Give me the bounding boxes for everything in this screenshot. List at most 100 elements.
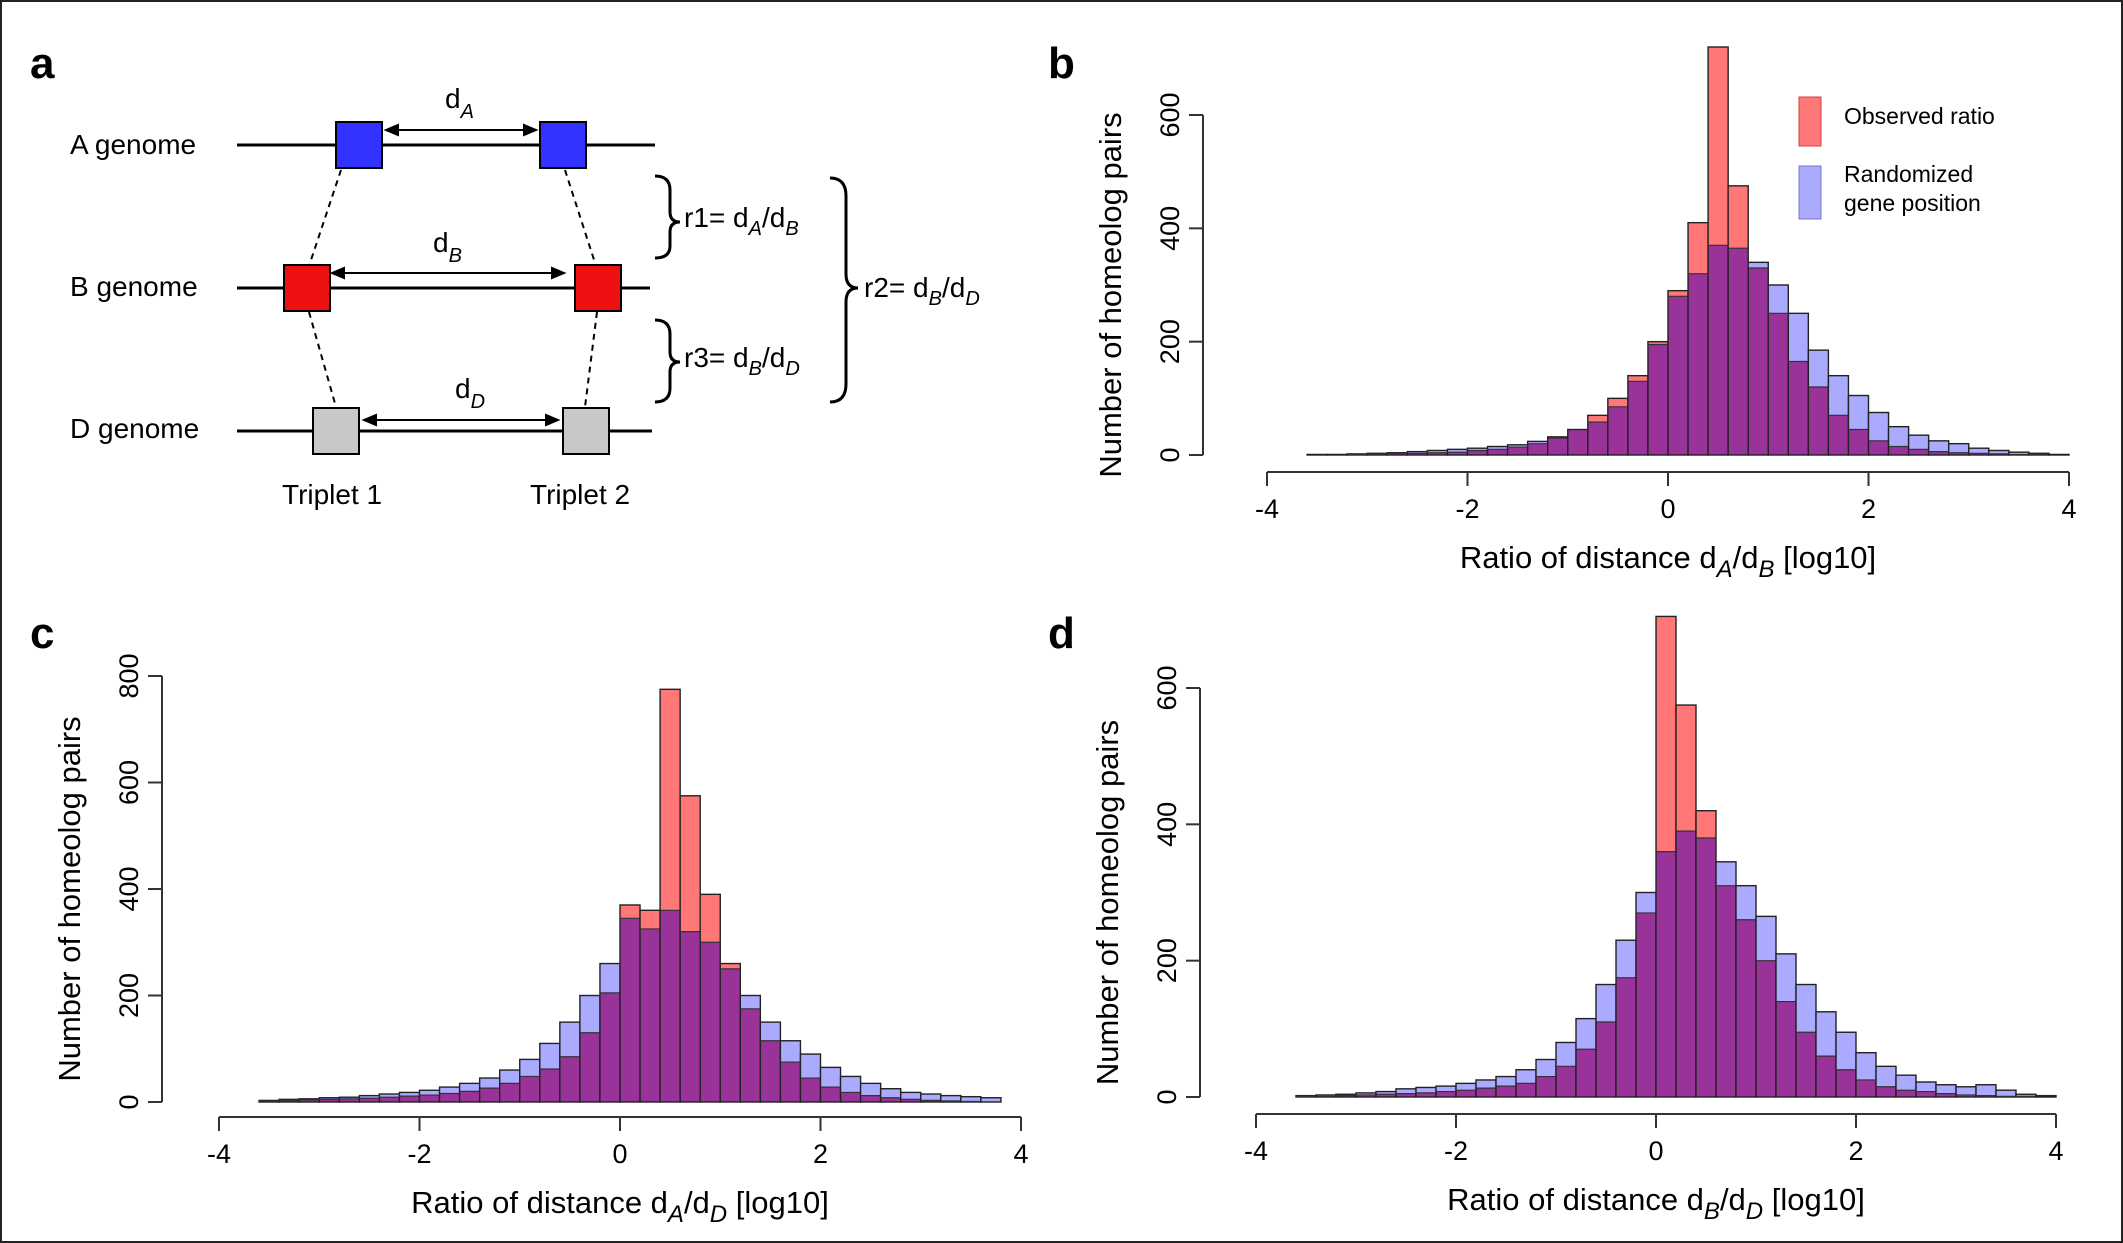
connector-right-ab — [564, 169, 597, 267]
bar-randomized-excess — [920, 1094, 941, 1101]
gene-box-a-1 — [335, 121, 383, 169]
bar-overlap — [1788, 361, 1809, 455]
bar-overlap — [1776, 1001, 1796, 1097]
bar-overlap — [1556, 1066, 1576, 1097]
brace-r1 — [654, 174, 681, 260]
bar-randomized-excess — [1828, 375, 1849, 416]
y-tick-label: 400 — [1155, 206, 1185, 251]
bar-overlap — [339, 1098, 360, 1102]
bar-overlap — [1587, 422, 1608, 455]
bar-overlap — [1447, 452, 1468, 455]
bar-randomized-excess — [1856, 1052, 1876, 1080]
x-axis: -4 -2 0 2 4 — [207, 1116, 1029, 1169]
bar-randomized-excess — [1556, 1042, 1576, 1067]
bar-randomized-excess — [1816, 1011, 1836, 1057]
x-tick-label: 0 — [1660, 494, 1675, 524]
panel-letter-b: b — [1048, 39, 1075, 88]
x-tick-label: -2 — [407, 1139, 431, 1169]
bar-outline — [2035, 1094, 2057, 1098]
bar-overlap — [1956, 1094, 1976, 1097]
distance-arrow-a — [383, 123, 539, 137]
bar-overlap — [800, 1078, 821, 1102]
bar-observed-excess — [620, 904, 641, 919]
y-tick-label: 0 — [114, 1094, 144, 1109]
bar-randomized-excess — [1407, 451, 1428, 454]
bar-overlap — [760, 1040, 781, 1102]
bar-randomized-excess — [840, 1076, 861, 1093]
bar-overlap — [479, 1088, 500, 1102]
bar-overlap — [880, 1097, 901, 1102]
bar-overlap — [1836, 1069, 1856, 1097]
bar-overlap — [1896, 1090, 1916, 1097]
bar-randomized-excess — [1636, 892, 1656, 913]
bar-randomized-excess — [1427, 450, 1448, 453]
bar-overlap — [1888, 446, 1909, 455]
legend-label-randomized-1: Randomized — [1844, 161, 1973, 187]
bar-outline — [980, 1097, 1002, 1103]
bar-randomized-excess — [339, 1097, 360, 1099]
bar-randomized-excess — [1896, 1075, 1916, 1091]
bar-randomized-excess — [1736, 885, 1756, 920]
gene-box-d-1 — [312, 407, 360, 455]
bar-overlap — [860, 1095, 881, 1102]
bar-overlap — [1728, 248, 1749, 455]
bar-randomized-excess — [820, 1067, 841, 1088]
legend-label-randomized-2: gene position — [1844, 190, 1981, 216]
bar-randomized-excess — [1536, 1059, 1556, 1077]
legend-label-observed: Observed ratio — [1844, 103, 1995, 129]
bar-overlap — [1796, 1032, 1816, 1097]
distance-arrow-b — [329, 266, 567, 280]
bar-randomized-excess — [780, 1040, 801, 1063]
bar-overlap — [1407, 453, 1428, 455]
bar-observed-excess — [1696, 810, 1716, 838]
bar-randomized-excess — [1456, 1083, 1476, 1091]
y-axis-label: Number of homeolog pairs — [1093, 112, 1128, 477]
bar-observed-excess — [1708, 47, 1729, 246]
distance-arrow-d — [361, 413, 561, 427]
triplet-label-1: Triplet 1 — [282, 479, 382, 510]
bar-randomized-excess — [379, 1094, 400, 1098]
y-tick-label: 400 — [1152, 802, 1182, 847]
bar-observed-excess — [700, 894, 721, 943]
bar-randomized-excess — [940, 1095, 961, 1101]
ratio-label-r2: r2= dB/dD — [864, 272, 980, 310]
bar-randomized-excess — [1996, 1090, 2016, 1097]
histogram-c: -4 -2 0 2 4 0 200 400 600 800 Number of homeolog p… — [52, 653, 1029, 1228]
bar-overlap — [1828, 415, 1849, 455]
bar-randomized-excess — [1948, 443, 1969, 453]
bar-randomized-excess — [1416, 1087, 1436, 1093]
bar-randomized-excess — [439, 1087, 460, 1094]
connector-left-ab — [308, 169, 342, 267]
bar-overlap — [359, 1098, 380, 1102]
bar-overlap — [399, 1096, 420, 1102]
gene-box-d-2 — [562, 407, 610, 455]
bar-overlap — [1928, 451, 1949, 455]
bar-randomized-excess — [1756, 916, 1776, 961]
ratio-label-r1: r1= dA/dB — [684, 202, 799, 240]
bar-overlap — [1416, 1092, 1436, 1097]
bar-overlap — [1396, 1093, 1416, 1097]
bar-randomized-excess — [1888, 426, 1909, 447]
y-axis: 0 200 400 600 800 — [114, 653, 163, 1110]
bar-randomized-excess — [1356, 1092, 1376, 1095]
bar-overlap — [1868, 440, 1889, 455]
bar-overlap — [740, 1008, 761, 1102]
bar-overlap — [1636, 912, 1656, 1097]
distance-label-d: dD — [455, 373, 485, 413]
bar-randomized-excess — [1476, 1079, 1496, 1089]
bar-randomized-excess — [1527, 441, 1548, 444]
distance-label-b: dB — [433, 227, 462, 267]
bar-randomized-excess — [1788, 313, 1809, 362]
bar-overlap — [1968, 453, 1989, 455]
x-tick-label: 0 — [612, 1139, 627, 1169]
x-tick-label: 4 — [1013, 1139, 1028, 1169]
y-tick-label: 0 — [1152, 1089, 1182, 1104]
bar-randomized-excess — [1396, 1088, 1416, 1094]
bar-overlap — [1616, 977, 1636, 1097]
y-axis: 0 200 400 600 — [1152, 665, 1201, 1105]
bar-overlap — [1596, 1022, 1616, 1097]
bar-observed-excess — [1728, 185, 1749, 249]
bar-randomized-excess — [479, 1078, 500, 1089]
x-axis-label: Ratio of distance dA/dD [log10] — [411, 1185, 829, 1228]
